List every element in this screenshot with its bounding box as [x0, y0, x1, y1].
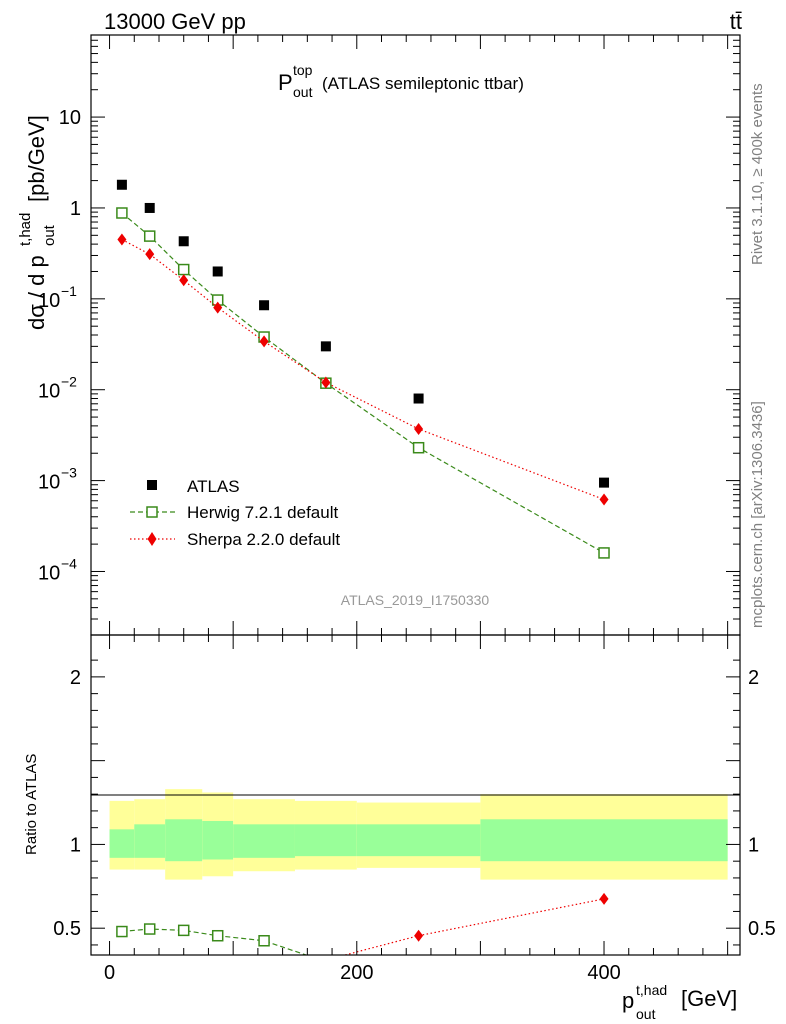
- y-tick-label: 1: [70, 198, 81, 220]
- data-point-atlas: [144, 202, 155, 213]
- x-axis-label: p t,had out [GeV]: [622, 982, 737, 1022]
- legend: ATLAS Herwig 7.2.1 default Sherpa 2.2.0 …: [130, 477, 340, 549]
- data-point-sherpa-2-2-0-default: [414, 422, 424, 435]
- legend-item-sherpa: Sherpa 2.2.0 default: [130, 530, 340, 549]
- data-point-atlas: [212, 266, 223, 277]
- data-point-atlas: [320, 341, 331, 352]
- data-point-atlas: [413, 393, 424, 404]
- data-point-sherpa-2-2-0-default: [179, 274, 189, 287]
- ratio-y-label: Ratio to ATLAS: [23, 754, 40, 855]
- ratio-series-sherpa-2-2-0-default: [342, 892, 609, 955]
- data-point-herwig-7-2-1-default: [412, 441, 425, 454]
- ratio-y-tick-label-right: 2: [748, 667, 759, 689]
- data-point-herwig-7-2-1-default: [177, 263, 190, 276]
- energy-label: 13000 GeV pp: [104, 9, 246, 34]
- process-label: tt̄: [730, 9, 742, 34]
- ratio-y-tick-label-right: 0.5: [748, 918, 776, 940]
- ratio-point-sherpa-2-2-0-default: [599, 892, 609, 905]
- data-point-herwig-7-2-1-default: [143, 230, 156, 242]
- ratio-point-herwig-7-2-1-default: [211, 929, 224, 942]
- ratio-y-tick-label: 0.5: [53, 918, 81, 940]
- x-tick-label: 400: [587, 962, 620, 984]
- title-sup: top: [293, 62, 313, 78]
- title-sub: out: [293, 84, 313, 100]
- legend-label-sherpa: Sherpa 2.2.0 default: [187, 530, 340, 549]
- ratio-panel: 0.5 0.5 1 1 2 2 0 200 400 Ratio to ATLAS p t,had…: [23, 634, 776, 1022]
- analysis-watermark: ATLAS_2019_I1750330: [341, 592, 490, 608]
- ylabel-sub: out: [41, 224, 58, 246]
- data-point-sherpa-2-2-0-default: [145, 248, 155, 261]
- uncertainty-band-inner: [356, 824, 481, 857]
- y-tick-label: 10: [38, 562, 60, 584]
- ratio-y-tick-label: 2: [70, 667, 81, 689]
- legend-item-herwig: Herwig 7.2.1 default: [130, 503, 338, 522]
- uncertainty-band-inner: [202, 820, 234, 860]
- legend-marker-atlas: [147, 480, 157, 490]
- x-tick-label: 0: [104, 962, 115, 984]
- data-point-atlas: [178, 236, 189, 247]
- series-sherpa-2-2-0-default: [117, 233, 609, 506]
- legend-label-herwig: Herwig 7.2.1 default: [187, 503, 338, 522]
- title-main: P: [278, 70, 293, 95]
- title-suffix: (ATLAS semileptonic ttbar): [322, 74, 524, 93]
- legend-marker-herwig: [146, 506, 158, 518]
- uncertainty-band-inner: [233, 824, 295, 858]
- ratio-point-herwig-7-2-1-default: [177, 924, 190, 937]
- uncertainty-band-inner: [480, 819, 728, 862]
- data-point-herwig-7-2-1-default: [598, 547, 610, 559]
- data-point-atlas: [599, 477, 610, 488]
- series-line-herwig-7-2-1-default: [121, 212, 605, 554]
- uncertainty-band-inner: [294, 824, 357, 857]
- data-point-sherpa-2-2-0-default: [259, 335, 269, 348]
- series-herwig-7-2-1-default: [116, 207, 610, 559]
- legend-label-atlas: ATLAS: [187, 477, 240, 496]
- ratio-y-tick-label-right: 1: [748, 834, 759, 856]
- ratio-point-herwig-7-2-1-default: [116, 925, 128, 938]
- ylabel-main: dσ / d p: [24, 255, 49, 330]
- mcplots-label: mcplots.cern.ch [arXiv:1306.3436]: [749, 401, 766, 628]
- data-point-sherpa-2-2-0-default: [117, 233, 127, 246]
- uncertainty-band-inner: [134, 824, 166, 858]
- main-y-label: dσ / d p t,had out [pb/GeV]: [17, 115, 58, 330]
- uncertainty-band-inner: [109, 829, 135, 858]
- ratio-frame: [90, 634, 741, 956]
- series-atlas: [116, 179, 610, 488]
- xlabel-sub: out: [636, 1006, 656, 1022]
- legend-item-atlas: ATLAS: [147, 477, 240, 496]
- ratio-point-sherpa-2-2-0-default: [414, 929, 424, 942]
- ratio-point-herwig-7-2-1-default: [258, 935, 270, 947]
- data-point-atlas: [116, 179, 127, 190]
- rivet-label: Rivet 3.1.10, ≥ 400k events: [749, 83, 766, 265]
- y-tick-exponent: −3: [61, 465, 77, 481]
- y-tick-exponent: −2: [61, 374, 77, 390]
- data-point-sherpa-2-2-0-default: [213, 301, 223, 314]
- ylabel-sup: t,had: [17, 213, 34, 246]
- x-tick-label: 200: [340, 962, 373, 984]
- xlabel-sup: t,had: [636, 982, 667, 998]
- ratio-point-herwig-7-2-1-default: [143, 923, 156, 935]
- ratio-line-herwig-7-2-1-default: [121, 928, 308, 955]
- y-tick-label: 10: [38, 290, 60, 312]
- data-point-sherpa-2-2-0-default: [321, 376, 331, 389]
- ratio-y-tick-label: 1: [70, 834, 81, 856]
- y-tick-label: 10: [38, 472, 60, 494]
- xlabel-suffix: [GeV]: [681, 986, 737, 1011]
- data-point-atlas: [259, 300, 270, 311]
- y-tick-label: 10: [38, 381, 60, 403]
- ylabel-suffix: [pb/GeV]: [24, 115, 49, 202]
- y-tick-exponent: −1: [61, 283, 77, 299]
- y-tick-label: 10: [59, 107, 81, 129]
- y-tick-exponent: −4: [61, 555, 77, 571]
- plot-title: P top out (ATLAS semileptonic ttbar): [278, 62, 524, 100]
- data-point-sherpa-2-2-0-default: [599, 493, 609, 506]
- uncertainty-band-inner: [165, 819, 203, 862]
- legend-marker-sherpa: [147, 532, 157, 546]
- xlabel-main: p: [622, 988, 634, 1013]
- ratio-series-herwig-7-2-1-default: [116, 923, 308, 955]
- data-point-herwig-7-2-1-default: [116, 207, 128, 219]
- ratio-line-sherpa-2-2-0-default: [342, 898, 605, 955]
